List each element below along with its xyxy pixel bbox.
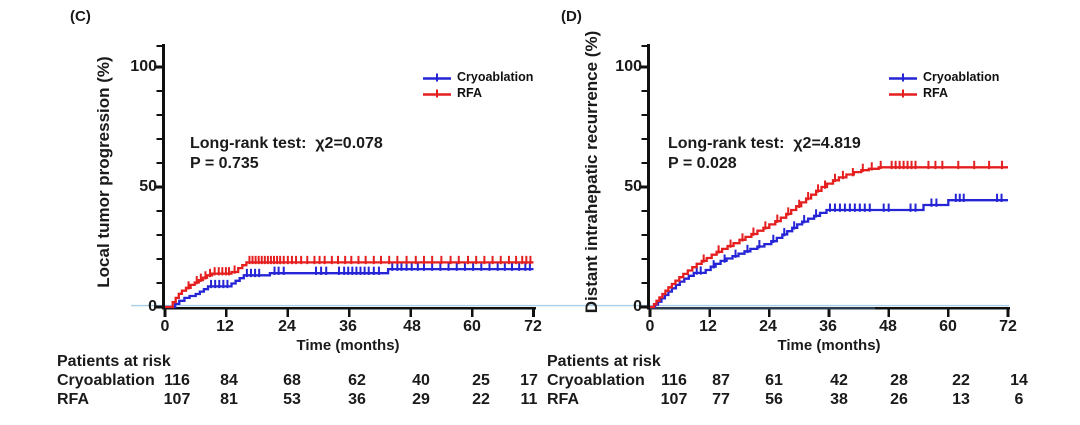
risk-count: 13 [952,391,970,408]
risk-count: 81 [220,391,238,408]
rfa-survival-curve [165,261,534,309]
panel-c-patients-at-risk-title: Patients at risk [57,353,171,370]
panel-d-x-tick-label: 12 [699,318,717,335]
panel-d-x-tick-label: 60 [939,318,957,335]
panel-c-legend-item-rfa: RFA [422,87,482,100]
panel-d-risk-row-label-rfa: RFA [547,391,579,408]
panel-d-x-tick-label: 24 [759,318,777,335]
panel-d-y-tick-label: 50 [624,178,642,195]
cryoablation-survival-curve [165,267,534,309]
panel-c-x-tick-label: 60 [463,318,481,335]
risk-count: 62 [348,372,366,389]
risk-count: 17 [520,372,538,389]
legend-label-cryoablation: Cryoablation [923,70,1000,84]
cryoablation-line-symbol-icon [423,73,451,81]
risk-count: 26 [890,391,908,408]
panel-d-y-tick-label: 100 [615,58,642,75]
panel-c-x-axis-title: Time (months) [296,337,400,354]
legend-label-rfa: RFA [923,86,948,100]
cryoablation-line-symbol-icon [889,73,917,81]
panel-c-tag: (C) [70,8,91,25]
panel-c-risk-row-label-rfa: RFA [57,391,89,408]
risk-count: 42 [830,372,848,389]
legend-label-rfa: RFA [457,86,482,100]
risk-count: 22 [952,372,970,389]
panel-c-x-tick-label: 72 [524,318,542,335]
panel-c-legend-item-cryoablation: Cryoablation [422,71,533,84]
panel-c-risk-row-label-cryoablation: Cryoablation [57,372,155,389]
panel-d-x-tick-label: 72 [999,318,1017,335]
panel-c-x-tick-label: 48 [403,318,421,335]
rfa-line-symbol-icon [889,89,917,97]
panel-d-legend-item-cryoablation: Cryoablation [888,71,999,84]
panel-c-y-axis-title: Local tumor progression (%) [94,56,113,288]
rfa-survival-curve [650,166,1008,309]
risk-count: 53 [283,391,301,408]
risk-count: 77 [712,391,730,408]
risk-count: 61 [765,372,783,389]
panel-c-x-tick-label: 12 [216,318,234,335]
risk-count: 14 [1010,372,1028,389]
risk-count: 87 [712,372,730,389]
risk-count: 68 [283,372,301,389]
risk-count: 22 [472,391,490,408]
risk-count: 6 [1014,391,1024,408]
risk-count: 11 [520,391,538,408]
risk-count: 107 [660,391,688,408]
risk-count: 25 [472,372,490,389]
risk-count: 40 [412,372,430,389]
panel-c-plot-area [154,44,536,317]
panel-c-x-tick-label: 24 [278,318,296,335]
rfa-line-symbol-icon [423,89,451,97]
panel-d-risk-row-label-cryoablation: Cryoablation [547,372,645,389]
panel-d-tag: (D) [561,8,582,25]
panel-d-patients-at-risk-title: Patients at risk [547,353,661,370]
risk-count: 38 [830,391,848,408]
panel-c-y-tick-label: 100 [130,58,157,75]
panel-c-x-tick-label: 36 [339,318,357,335]
risk-count: 107 [163,391,191,408]
risk-count: 116 [164,372,190,389]
panel-c-p-value: P = 0.735 [190,155,259,172]
panel-c-logrank-stat: Long-rank test: χ2=0.078 [190,135,383,152]
panel-c-y-tick-label: 0 [148,298,157,315]
panel-c-y-tick-label: 50 [139,178,157,195]
panel-d-p-value: P = 0.028 [668,155,737,172]
panel-d-plot-area [639,44,1010,317]
risk-count: 36 [348,391,366,408]
risk-count: 56 [765,391,783,408]
panel-d-legend-item-rfa: RFA [888,87,948,100]
panel-d-x-tick-label: 48 [879,318,897,335]
risk-count: 116 [661,372,687,389]
risk-count: 28 [890,372,908,389]
panel-c-x-tick-label: 0 [160,318,170,335]
panel-d-x-tick-label: 36 [819,318,837,335]
panel-d-y-tick-label: 0 [633,298,642,315]
panel-d-x-tick-label: 0 [645,318,655,335]
cryoablation-survival-curve [650,199,1008,309]
risk-count: 84 [220,372,238,389]
legend-label-cryoablation: Cryoablation [457,70,534,84]
panel-d-x-axis-title: Time (months) [777,337,881,354]
risk-count: 29 [412,391,430,408]
panel-d-logrank-stat: Long-rank test: χ2=4.819 [668,135,861,152]
